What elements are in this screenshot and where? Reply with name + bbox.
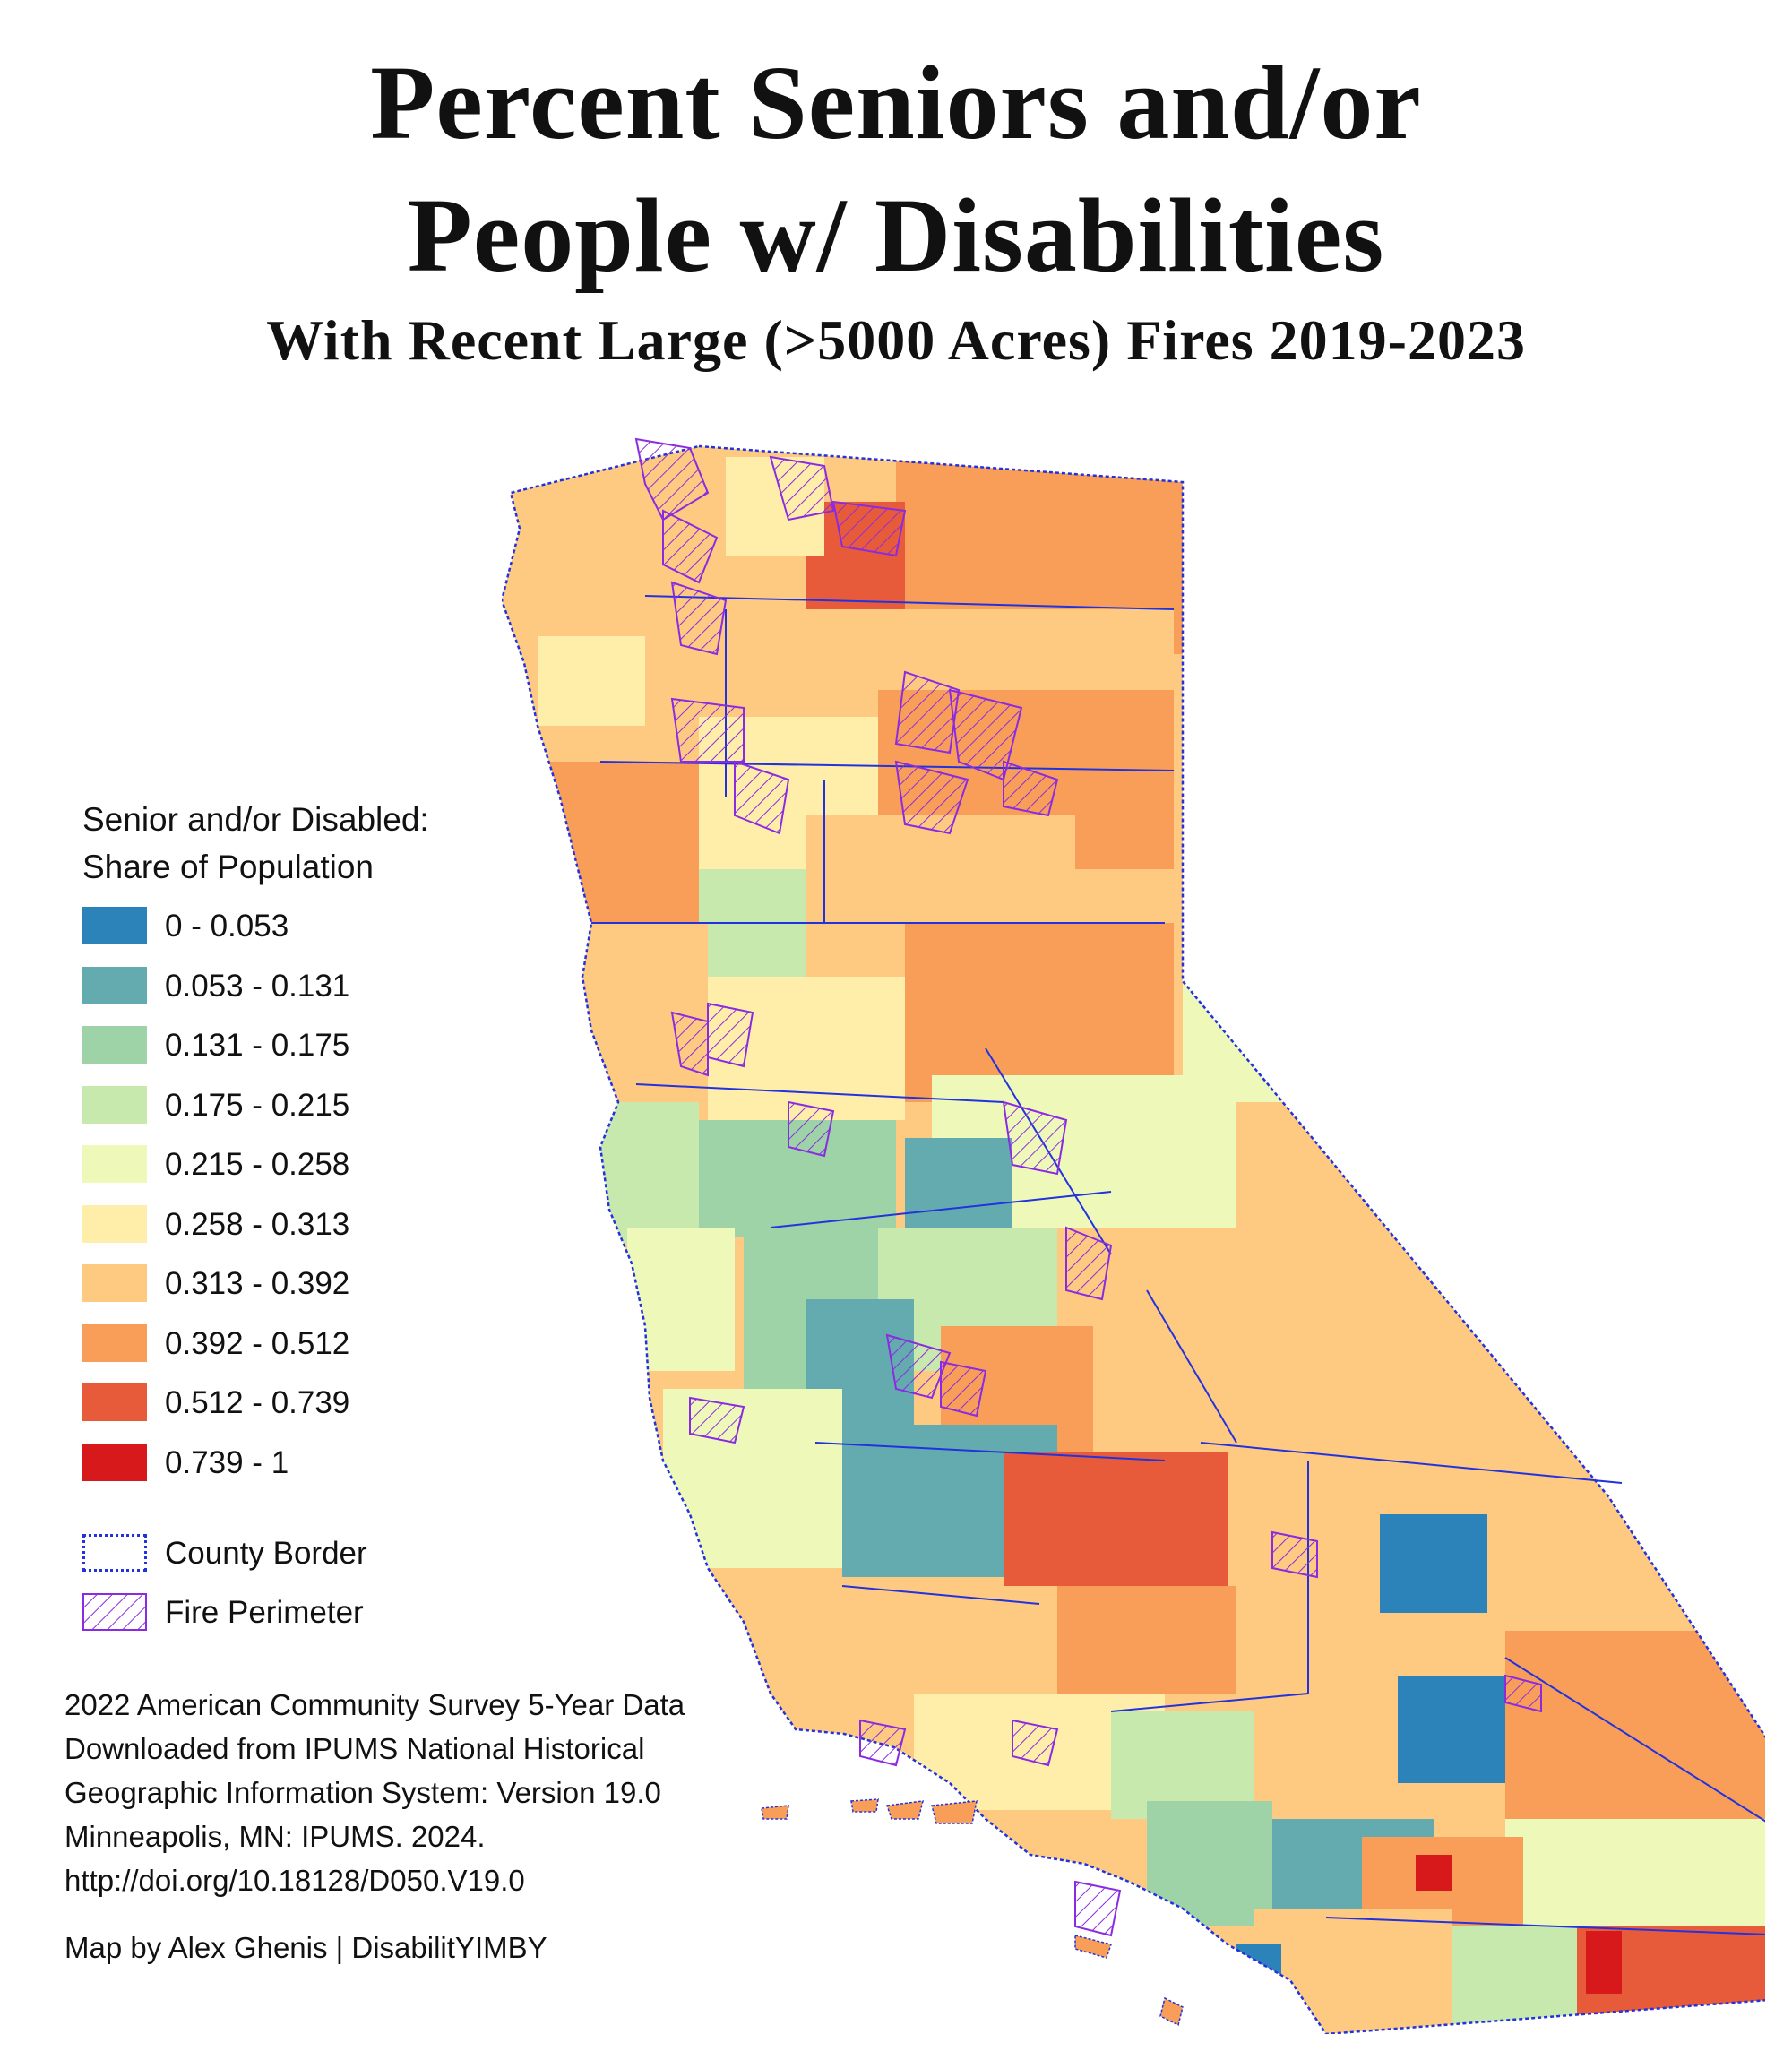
source-line-4: Minneapolis, MN: IPUMS. 2024. — [65, 1820, 486, 1853]
legend-class-label: 0.739 - 1 — [165, 1444, 289, 1480]
legend-class-label: 0 - 0.053 — [165, 909, 289, 944]
legend-swatch — [82, 1264, 147, 1302]
legend-class-label: 0.512 - 0.739 — [165, 1385, 350, 1420]
legend-swatch — [82, 1323, 147, 1362]
legend-class-label: 0.175 - 0.215 — [165, 1087, 350, 1123]
legend-swatch — [82, 1026, 147, 1064]
fire-perimeter-label: Fire Perimeter — [165, 1595, 364, 1630]
map-title-line-1: Percent Seniors and/or — [370, 44, 1422, 161]
legend-class-label: 0.392 - 0.512 — [165, 1325, 350, 1361]
legend-swatch — [82, 1443, 147, 1481]
legend-class-label: 0.313 - 0.392 — [165, 1266, 350, 1301]
source-line-5: http://doi.org/10.18128/D050.V19.0 — [65, 1864, 525, 1897]
source-line-2: Downloaded from IPUMS National Historica… — [65, 1732, 645, 1765]
census-tract-fill — [502, 446, 1765, 2034]
data-source-note: 2022 American Community Survey 5-Year Da… — [65, 1683, 685, 1902]
legend-class-label: 0.053 - 0.131 — [165, 968, 350, 1004]
county-border-label: County Border — [165, 1536, 367, 1571]
legend-class-label: 0.258 - 0.313 — [165, 1206, 350, 1242]
source-line-3: Geographic Information System: Version 1… — [65, 1776, 661, 1809]
map-title-line-2: People w/ Disabilities — [407, 177, 1385, 294]
legend-swatch — [82, 966, 147, 1004]
source-line-1: 2022 American Community Survey 5-Year Da… — [65, 1688, 685, 1721]
county-border-symbol — [82, 1534, 147, 1572]
legend-swatch — [82, 1204, 147, 1243]
county-borders — [502, 444, 1765, 2034]
legend-title-line-2: Share of Population — [82, 849, 375, 885]
channel-islands — [761, 1798, 1184, 2027]
map-legend: Senior and/or Disabled: Share of Populat… — [82, 796, 429, 891]
legend-class-label: 0.215 - 0.258 — [165, 1147, 350, 1182]
legend-class-label: 0.131 - 0.175 — [165, 1028, 350, 1063]
legend-swatch — [82, 1085, 147, 1124]
legend-swatch — [82, 1145, 147, 1183]
map-credit: Map by Alex Ghenis | DisabilitYIMBY — [65, 1931, 547, 1964]
legend-swatch — [82, 1383, 147, 1421]
fire-perimeters — [634, 437, 1542, 1937]
legend-title-line-1: Senior and/or Disabled: — [82, 801, 429, 838]
fire-perimeter-symbol — [82, 1593, 147, 1631]
legend-swatch — [82, 907, 147, 944]
map-subtitle: With Recent Large (>5000 Acres) Fires 20… — [266, 308, 1526, 372]
california-choropleth-map — [502, 437, 1765, 2034]
